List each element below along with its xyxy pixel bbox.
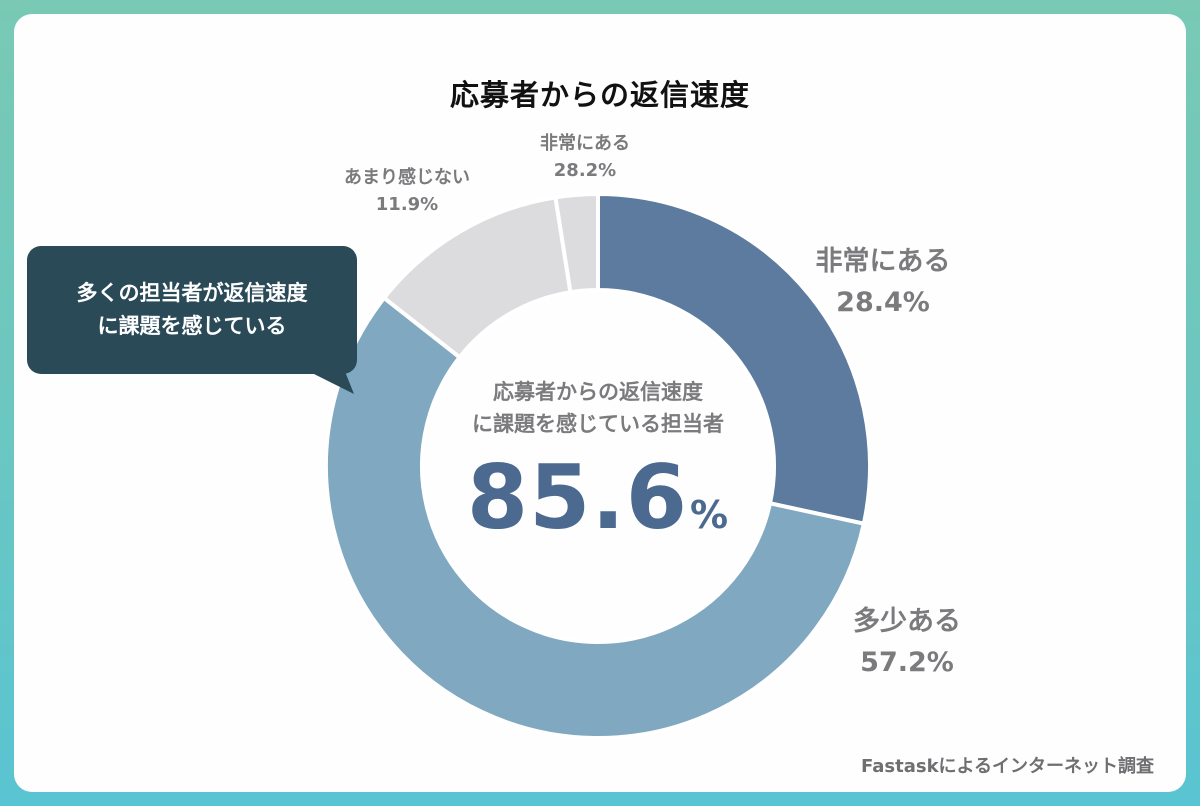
donut-chart: [324, 191, 872, 740]
center-value: 85.6%: [466, 446, 730, 549]
label-notmuch: あまり感じない 11.9%: [344, 167, 470, 215]
label-some: 多少ある 57.2%: [853, 606, 961, 678]
label-top-slice: 非常にある 28.2%: [540, 133, 630, 181]
label-very: 非常にある 28.4%: [815, 246, 951, 318]
slice-very: [596, 191, 872, 527]
callout-bubble: 多くの担当者が返信速度 に課題を感じている: [27, 246, 357, 374]
callout-tail: [304, 369, 354, 394]
source-note: Fastaskによるインターネット調査: [861, 756, 1154, 777]
slice-none: [553, 191, 600, 295]
chart-card: 応募者からの返信速度 非常にある 28.2% あまり感じない 11.9% 非常に…: [14, 14, 1186, 792]
chart-title: 応募者からの返信速度: [449, 78, 750, 112]
center-caption: 応募者からの返信速度 に課題を感じている担当者: [472, 380, 724, 436]
